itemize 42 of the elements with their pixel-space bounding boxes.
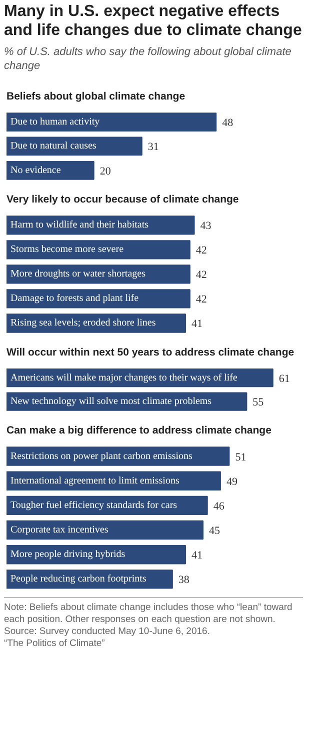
y-tick-label: Storms become more severe bbox=[10, 244, 124, 256]
text: Note: Beliefs about climate change includes those who “lean” toward each position. Other responses on each question are not shown. bbox=[4, 602, 294, 626]
y-tick-label: Due to natural causes bbox=[10, 140, 96, 152]
text: % of U.S. adults who say the following about global climate change bbox=[4, 45, 292, 73]
y-tick-label: Due to human activity bbox=[10, 116, 100, 128]
data-label: 42 bbox=[196, 294, 207, 306]
data-label: 20 bbox=[100, 165, 112, 178]
text: Many in U.S. expect negative effects and life changes due to climate change bbox=[4, 2, 303, 40]
data-label: 51 bbox=[235, 451, 246, 464]
y-tick-label: Harm to wildlife and their habitats bbox=[10, 220, 149, 231]
y-tick-label: More people driving hybrids bbox=[10, 549, 126, 560]
data-label: 31 bbox=[148, 141, 159, 154]
data-label: 41 bbox=[192, 318, 203, 330]
source-note: Source: Survey conducted May 10-June 6, 2016. bbox=[4, 626, 211, 638]
data-label: 41 bbox=[192, 550, 203, 562]
y-tick-label: Americans will make major changes to their ways of life bbox=[10, 372, 238, 384]
y-tick-label: Rising sea levels; eroded shore lines bbox=[10, 318, 156, 329]
chart-title: Beliefs about global climate change bbox=[6, 90, 186, 102]
chart-title: Can make a big difference to address climate change bbox=[6, 424, 272, 436]
chart-title: Will occur within next 50 years to address climate change bbox=[6, 346, 294, 358]
data-label: 61 bbox=[278, 372, 290, 385]
y-tick-label: Tougher fuel efficiency standards for cars bbox=[10, 500, 178, 511]
y-tick-label: International agreement to limit emissions bbox=[10, 475, 180, 486]
text: “The Politics of Climate” bbox=[4, 638, 106, 650]
data-label: 45 bbox=[209, 525, 221, 538]
y-tick-label: Corporate tax incentives bbox=[10, 524, 108, 536]
bar bbox=[6, 520, 204, 540]
data-label: 43 bbox=[200, 220, 212, 232]
y-tick-label: Damage to forests and plant life bbox=[10, 293, 140, 304]
data-label: 38 bbox=[178, 574, 190, 586]
y-tick-label: Restrictions on power plant carbon emissions bbox=[10, 450, 193, 462]
data-label: 42 bbox=[196, 269, 207, 282]
data-label: 49 bbox=[226, 476, 238, 488]
y-tick-label: New technology will solve most climate problems bbox=[10, 396, 212, 408]
y-tick-label: People reducing carbon footprints bbox=[10, 574, 146, 585]
data-label: 55 bbox=[252, 396, 264, 409]
data-label: 42 bbox=[196, 244, 207, 257]
chart-title: Very likely to occur because of climate change bbox=[6, 194, 239, 206]
y-tick-label: More droughts or water shortages bbox=[10, 268, 146, 280]
data-label: 48 bbox=[222, 117, 234, 130]
y-tick-label: No evidence bbox=[10, 164, 62, 176]
data-label: 46 bbox=[213, 500, 225, 512]
